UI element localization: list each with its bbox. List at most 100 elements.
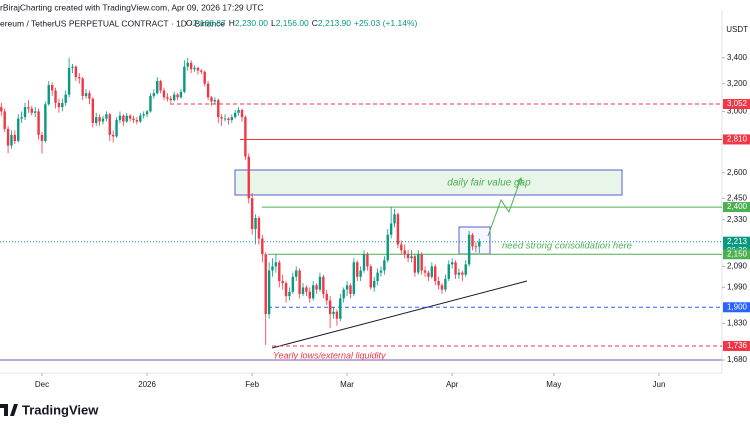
- candle-body: [284, 283, 288, 297]
- candle-body: [84, 93, 88, 96]
- candle-body: [332, 311, 335, 315]
- price-tag: [723, 134, 750, 145]
- y-tick-label: 1,990: [727, 283, 748, 292]
- price-tag-label: 1,736: [727, 341, 748, 350]
- candle-body: [298, 270, 301, 294]
- candle-body: [0, 107, 3, 112]
- price-tag-label: 2,150: [727, 249, 748, 258]
- candle-body: [464, 264, 467, 275]
- logo: TradingView: [0, 402, 99, 417]
- candle-body: [267, 270, 271, 315]
- logo-mark: [0, 404, 18, 416]
- candle-body: [159, 81, 162, 91]
- price-tag-label: 2,400: [727, 202, 748, 211]
- price-tag-label: 3,052: [727, 99, 748, 108]
- consolidation-box: [458, 226, 491, 255]
- candle-body: [271, 266, 274, 271]
- candle-body: [359, 270, 362, 277]
- candle-body: [237, 109, 240, 113]
- candle-body: [156, 81, 159, 94]
- candle-body: [339, 298, 342, 319]
- candle-body: [74, 66, 78, 78]
- candle-body: [461, 272, 464, 275]
- candle-body: [474, 246, 478, 248]
- candle-body: [295, 270, 298, 277]
- candle-body: [145, 111, 149, 115]
- candle-body: [328, 300, 332, 315]
- candle-body: [67, 67, 71, 95]
- candle-body: [454, 262, 457, 275]
- candle-body: [261, 238, 264, 255]
- x-tick-label: Feb: [245, 380, 259, 389]
- candle-body: [27, 107, 30, 109]
- candle-body: [6, 128, 10, 146]
- candle-body: [244, 117, 247, 157]
- y-tick-label: 3,200: [727, 79, 748, 88]
- candle-body: [335, 311, 339, 319]
- candle-body: [125, 115, 128, 122]
- candle-body: [376, 272, 379, 282]
- x-tick-label: Jun: [653, 380, 666, 389]
- legend-close: 2,213.90: [318, 18, 351, 28]
- candle-body: [223, 118, 227, 120]
- candle-body: [23, 107, 27, 118]
- legend-change: +25.03 (+1.14%): [354, 18, 417, 28]
- candle-body: [305, 287, 308, 292]
- candle-body: [57, 102, 61, 108]
- arrow-head: [516, 176, 523, 185]
- candle-body: [240, 109, 244, 118]
- candle-body: [213, 100, 217, 102]
- candle-body: [342, 289, 345, 299]
- y-tick-label: 2,600: [727, 168, 748, 177]
- candle-body: [437, 281, 440, 286]
- candle-body: [196, 67, 200, 71]
- candle-body: [311, 285, 315, 299]
- candle-body: [417, 254, 420, 273]
- candle-body: [37, 111, 40, 135]
- candle-body: [247, 156, 250, 199]
- brand: TradingView: [22, 402, 99, 417]
- projection-arrow: [487, 177, 522, 237]
- price-tag: [723, 340, 750, 351]
- candle-body: [95, 117, 98, 123]
- candle-body: [217, 100, 220, 118]
- y-tick-label: 3,000: [727, 106, 748, 115]
- candle-body: [478, 241, 481, 247]
- candle-body: [142, 114, 145, 116]
- candle-body: [203, 71, 206, 84]
- candle-body: [352, 262, 356, 294]
- candle-body: [349, 285, 352, 294]
- symbol: ereum / TetherUS PERPETUAL CONTRACT · 1D…: [0, 18, 225, 28]
- candle-body: [444, 278, 447, 290]
- fvg-label: daily fair value gap: [447, 178, 531, 189]
- candle-body: [369, 266, 373, 288]
- candle-body: [434, 266, 437, 282]
- candle-body: [64, 94, 67, 103]
- legend-open: 2,188.87: [193, 18, 226, 28]
- candle-body: [149, 95, 152, 112]
- legend-high: 2,230.00: [235, 18, 268, 28]
- candle-body: [193, 67, 196, 70]
- candle-body: [220, 117, 223, 119]
- y-tick-label: 2,450: [727, 193, 748, 202]
- x-tick-label: 2026: [138, 380, 156, 389]
- candle-body: [13, 134, 17, 141]
- candle-body: [372, 281, 376, 288]
- candle-body: [345, 285, 349, 290]
- candle-body: [471, 234, 474, 247]
- candle-body: [450, 262, 454, 265]
- candle-body: [308, 291, 311, 299]
- candle-body: [430, 266, 434, 277]
- candle-body: [115, 120, 118, 137]
- candle-body: [169, 98, 172, 101]
- candle-body: [230, 117, 234, 121]
- candle-body: [440, 285, 444, 290]
- candle-body: [234, 112, 237, 118]
- candle-body: [413, 256, 417, 273]
- candle-body: [362, 254, 366, 271]
- trend-line: [271, 280, 528, 349]
- candle-body: [166, 97, 169, 99]
- x-tick-label: May: [546, 380, 561, 389]
- ohlc-legend: O2,188.87 H2,230.00 L2,156.00 C2,213.90 +25.…: [186, 18, 418, 28]
- candle-body: [467, 234, 471, 265]
